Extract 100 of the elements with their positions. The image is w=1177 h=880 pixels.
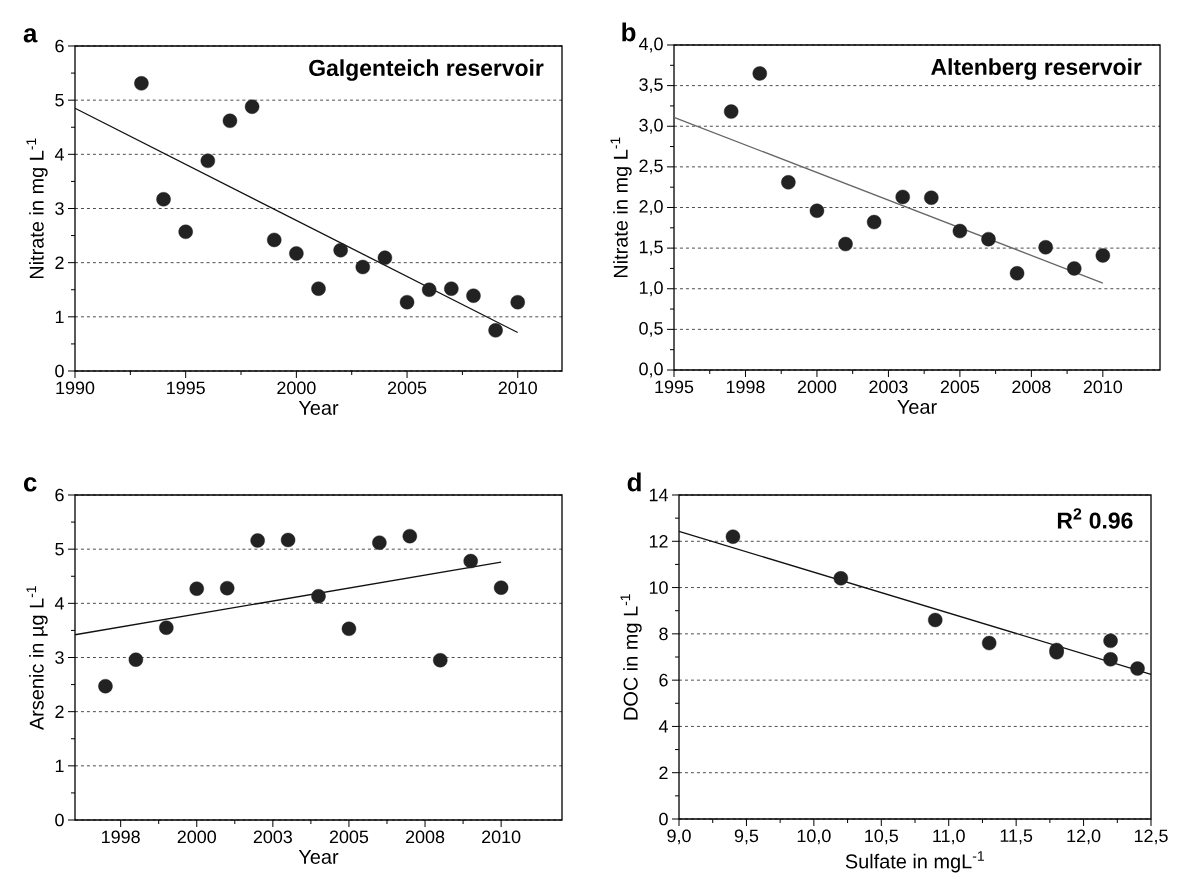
point bbox=[433, 653, 448, 668]
y-tick-label: 3,5 bbox=[639, 78, 663, 94]
point bbox=[267, 232, 282, 248]
y-tick-label: 3 bbox=[55, 202, 64, 215]
x-tick-label: 2000 bbox=[797, 380, 837, 394]
y-tick-label: 6 bbox=[659, 673, 668, 687]
y-tick-label: 4,0 bbox=[638, 37, 663, 53]
y-tick-label: 6 bbox=[55, 488, 64, 502]
point bbox=[466, 288, 481, 303]
text: R$^{2}$ 0.96 bbox=[1057, 508, 1133, 529]
x-tick-label: 2010 bbox=[482, 830, 521, 844]
y-tick-label: 0 bbox=[55, 364, 64, 378]
text: d bbox=[627, 472, 641, 492]
y-tick-label: 2,0 bbox=[639, 200, 663, 215]
point bbox=[1103, 652, 1118, 667]
point bbox=[98, 679, 113, 694]
x-tick-label: 2010 bbox=[1083, 380, 1123, 394]
x-tick-label: 9,0 bbox=[667, 829, 691, 845]
point bbox=[280, 532, 296, 548]
point bbox=[838, 236, 853, 252]
x-tick-label: 2005 bbox=[329, 830, 369, 844]
point bbox=[928, 612, 943, 628]
point bbox=[311, 281, 326, 296]
y-tick-label: 8 bbox=[659, 627, 668, 641]
point bbox=[250, 533, 265, 548]
point bbox=[399, 295, 415, 310]
point bbox=[222, 113, 238, 128]
x-tick-label: 9,5 bbox=[734, 829, 759, 845]
y-tick-label: 5 bbox=[55, 542, 64, 556]
x-tick-label: 11,0 bbox=[933, 829, 965, 845]
point bbox=[159, 620, 174, 635]
text: a bbox=[23, 28, 38, 43]
point bbox=[311, 589, 326, 604]
x-tick-label: 2008 bbox=[1012, 380, 1051, 394]
point bbox=[289, 246, 304, 261]
point bbox=[341, 621, 357, 636]
point bbox=[1009, 266, 1025, 281]
point bbox=[219, 580, 235, 596]
y-tick-label: 14 bbox=[649, 488, 668, 502]
point bbox=[402, 528, 418, 544]
point bbox=[510, 295, 525, 310]
y-tick-label: 0 bbox=[55, 813, 64, 827]
y-tick-label: 1,5 bbox=[639, 240, 663, 256]
point bbox=[128, 652, 144, 667]
x-tick-label: 12,0 bbox=[1067, 829, 1101, 845]
point bbox=[809, 203, 825, 218]
point bbox=[1103, 633, 1118, 648]
x-tick-label: 1990 bbox=[56, 381, 95, 395]
point bbox=[200, 153, 216, 169]
y-tick-label: 1 bbox=[55, 310, 64, 323]
x-tick-label: 11,5 bbox=[1000, 829, 1033, 845]
y-axis-title: Nitrate in mg L$^{-1}$ bbox=[26, 138, 48, 279]
x-tick-label: 12,5 bbox=[1134, 829, 1168, 845]
x-tick-label: 10,5 bbox=[865, 829, 898, 845]
point bbox=[178, 224, 193, 239]
x-tick-label: 1998 bbox=[102, 830, 140, 844]
x-axis-title: Sulfate in mgL$^{-1}$ bbox=[845, 851, 984, 873]
point bbox=[488, 323, 503, 338]
point bbox=[372, 535, 387, 550]
x-axis-title: Year bbox=[298, 850, 339, 864]
x-tick-label: 2000 bbox=[177, 830, 216, 844]
y-tick-label: 3,0 bbox=[639, 118, 663, 134]
y-tick-label: 0,0 bbox=[639, 362, 663, 378]
point bbox=[952, 223, 968, 239]
point bbox=[156, 192, 171, 207]
point bbox=[463, 553, 478, 569]
point bbox=[444, 281, 459, 296]
y-axis-title: Arsenic in µg L$^{-1}$ bbox=[26, 586, 48, 731]
y-tick-label: 2 bbox=[55, 705, 64, 718]
y-tick-label: 2 bbox=[55, 256, 64, 269]
x-axis-title: Year bbox=[897, 400, 937, 414]
y-tick-label: 4 bbox=[54, 148, 64, 161]
point bbox=[1067, 261, 1082, 276]
x-tick-label: 1995 bbox=[655, 380, 694, 394]
point bbox=[333, 243, 348, 258]
y-axis-title: Nitrate in mg L$^{-1}$ bbox=[610, 137, 632, 278]
x-tick-label: 1998 bbox=[726, 380, 765, 394]
y-tick-label: 0,5 bbox=[639, 321, 663, 337]
x-tick-label: 10,0 bbox=[797, 829, 831, 845]
text: Altenberg reservoir bbox=[931, 58, 1142, 80]
x-tick-label: 2003 bbox=[869, 380, 908, 394]
y-tick-label: 4 bbox=[54, 597, 64, 610]
point bbox=[752, 66, 767, 81]
y-tick-label: 3 bbox=[55, 651, 64, 664]
x-tick-label: 1995 bbox=[167, 381, 205, 395]
point bbox=[981, 231, 996, 247]
x-tick-label: 2008 bbox=[405, 830, 445, 844]
y-tick-label: 12 bbox=[649, 535, 668, 548]
point bbox=[723, 104, 739, 119]
point bbox=[189, 581, 204, 596]
y-tick-label: 6 bbox=[55, 39, 64, 53]
point bbox=[781, 175, 796, 190]
y-tick-label: 2 bbox=[659, 766, 668, 779]
point bbox=[981, 635, 997, 651]
x-tick-label: 2010 bbox=[498, 381, 537, 395]
point bbox=[1095, 248, 1111, 263]
text: Galgenteich reservoir bbox=[309, 59, 544, 81]
y-tick-label: 0 bbox=[659, 812, 668, 826]
point bbox=[421, 282, 437, 297]
point bbox=[725, 529, 741, 544]
